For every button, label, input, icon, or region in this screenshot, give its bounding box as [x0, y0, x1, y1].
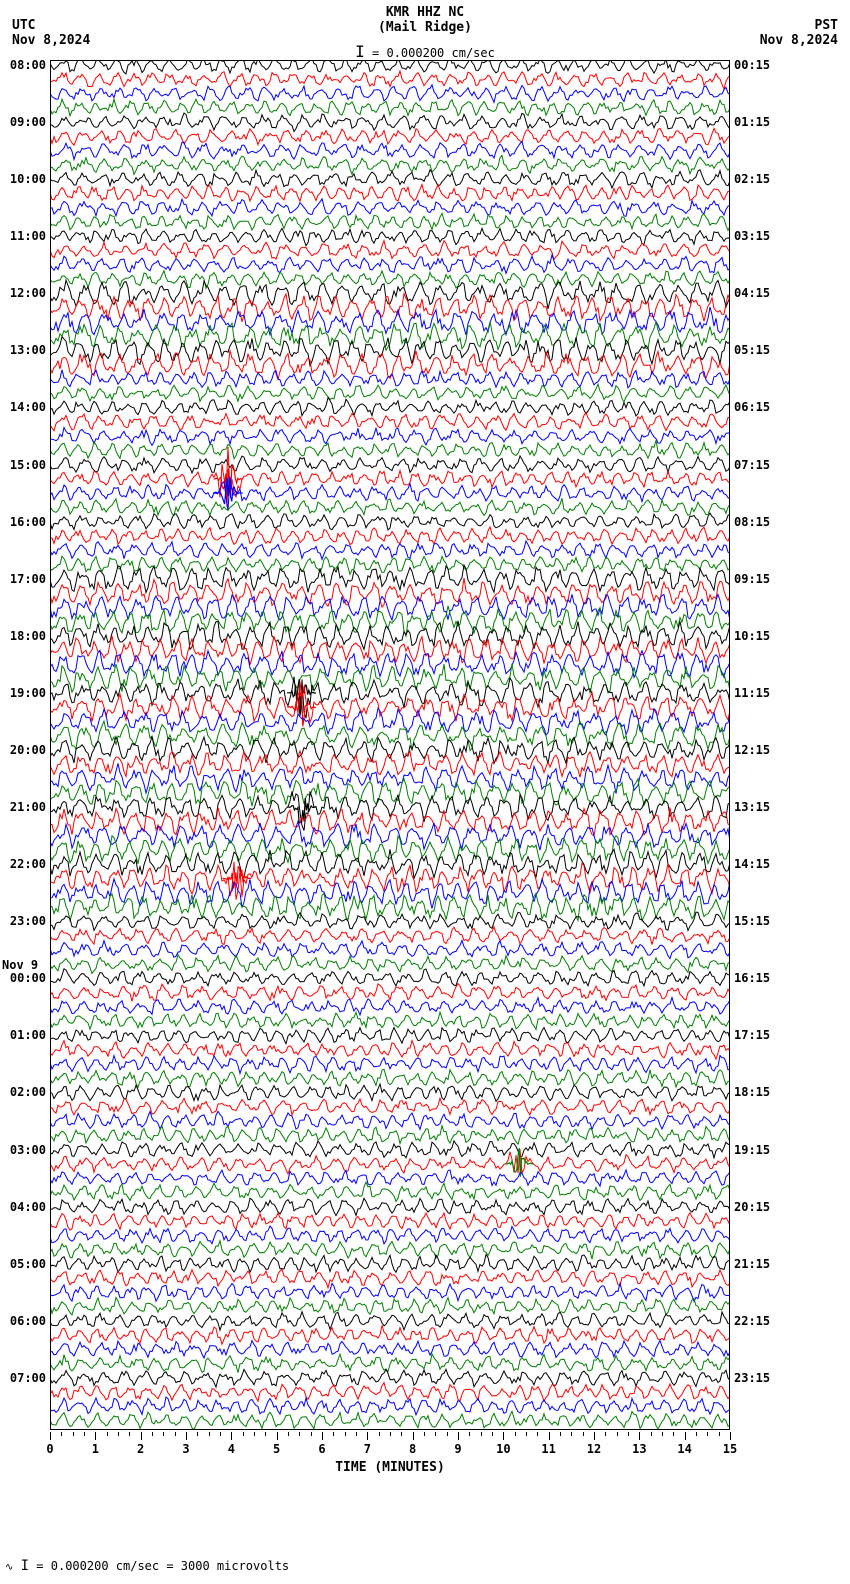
left-time-label: 20:00	[10, 743, 46, 757]
right-time-label: 23:15	[734, 1371, 770, 1385]
left-time-label: 17:00	[10, 572, 46, 586]
right-time-label: 04:15	[734, 286, 770, 300]
right-time-label: 05:15	[734, 343, 770, 357]
date-left: Nov 8,2024	[12, 33, 90, 48]
x-tick-label: 8	[409, 1442, 416, 1456]
header: UTC Nov 8,2024 KMR HHZ NC (Mail Ridge) P…	[0, 0, 850, 55]
footer-scale: ∿ I = 0.000200 cm/sec = 3000 microvolts	[5, 1558, 289, 1574]
right-time-label: 18:15	[734, 1085, 770, 1099]
x-tick-label: 10	[496, 1442, 510, 1456]
right-time-label: 02:15	[734, 172, 770, 186]
right-time-label: 14:15	[734, 857, 770, 871]
left-time-label: 18:00	[10, 629, 46, 643]
right-time-labels: 00:15 01:15 02:15 03:15 04:15 05:15 06:15 07:15…	[732, 60, 792, 1430]
date-right: Nov 8,2024	[760, 33, 838, 48]
right-time-label: 12:15	[734, 743, 770, 757]
left-time-label: 22:00	[10, 857, 46, 871]
right-time-label: 20:15	[734, 1200, 770, 1214]
tz-left: UTC	[12, 18, 90, 33]
right-time-label: 03:15	[734, 229, 770, 243]
left-time-label: 04:00	[10, 1200, 46, 1214]
x-axis: TIME (MINUTES) 0123456789101112131415	[50, 1432, 730, 1482]
header-center: KMR HHZ NC (Mail Ridge)	[378, 5, 472, 35]
right-time-label: 00:15	[734, 58, 770, 72]
right-time-label: 19:15	[734, 1143, 770, 1157]
left-time-label: 03:00	[10, 1143, 46, 1157]
seismogram-container: UTC Nov 8,2024 KMR HHZ NC (Mail Ridge) P…	[0, 0, 850, 1584]
right-time-label: 17:15	[734, 1028, 770, 1042]
left-time-label: 09:00	[10, 115, 46, 129]
right-time-label: 10:15	[734, 629, 770, 643]
x-tick-label: 13	[632, 1442, 646, 1456]
x-tick-label: 14	[677, 1442, 691, 1456]
left-time-label: 10:00	[10, 172, 46, 186]
x-tick-label: 3	[182, 1442, 189, 1456]
x-tick-label: 1	[92, 1442, 99, 1456]
left-date-label: Nov 9	[2, 958, 38, 972]
left-time-label: 11:00	[10, 229, 46, 243]
left-time-label: 23:00	[10, 914, 46, 928]
left-time-label: 05:00	[10, 1257, 46, 1271]
header-right: PST Nov 8,2024	[760, 18, 838, 48]
right-time-label: 09:15	[734, 572, 770, 586]
plot-area	[50, 60, 730, 1430]
left-time-label: 12:00	[10, 286, 46, 300]
x-tick-label: 0	[46, 1442, 53, 1456]
left-time-label: 21:00	[10, 800, 46, 814]
x-tick-label: 5	[273, 1442, 280, 1456]
station-code: KMR HHZ NC	[378, 5, 472, 20]
left-time-labels: 08:00 09:00 10:00 11:00 12:00 13:00 14:00 15:00…	[0, 60, 48, 1430]
right-time-label: 08:15	[734, 515, 770, 529]
right-time-label: 06:15	[734, 400, 770, 414]
x-tick-label: 7	[364, 1442, 371, 1456]
tz-right: PST	[760, 18, 838, 33]
x-axis-title: TIME (MINUTES)	[335, 1460, 445, 1475]
left-time-label: 15:00	[10, 458, 46, 472]
right-time-label: 15:15	[734, 914, 770, 928]
station-location: (Mail Ridge)	[378, 20, 472, 35]
left-time-label: 13:00	[10, 343, 46, 357]
right-time-label: 16:15	[734, 971, 770, 985]
right-time-label: 13:15	[734, 800, 770, 814]
left-time-label: 07:00	[10, 1371, 46, 1385]
left-time-label: 00:00	[10, 971, 46, 985]
left-time-label: 08:00	[10, 58, 46, 72]
left-time-label: 06:00	[10, 1314, 46, 1328]
left-time-label: 16:00	[10, 515, 46, 529]
left-time-label: 14:00	[10, 400, 46, 414]
right-time-label: 11:15	[734, 686, 770, 700]
x-tick-label: 6	[318, 1442, 325, 1456]
right-time-label: 21:15	[734, 1257, 770, 1271]
x-tick-label: 15	[723, 1442, 737, 1456]
x-tick-label: 2	[137, 1442, 144, 1456]
left-time-label: 02:00	[10, 1085, 46, 1099]
left-time-label: 19:00	[10, 686, 46, 700]
right-time-label: 07:15	[734, 458, 770, 472]
header-left: UTC Nov 8,2024	[12, 18, 90, 48]
scale-indicator: I = 0.000200 cm/sec	[355, 42, 495, 61]
right-time-label: 22:15	[734, 1314, 770, 1328]
x-tick-label: 4	[228, 1442, 235, 1456]
x-tick-label: 9	[454, 1442, 461, 1456]
x-tick-label: 12	[587, 1442, 601, 1456]
x-tick-label: 11	[541, 1442, 555, 1456]
plot-border	[50, 60, 730, 1430]
right-time-label: 01:15	[734, 115, 770, 129]
left-time-label: 01:00	[10, 1028, 46, 1042]
